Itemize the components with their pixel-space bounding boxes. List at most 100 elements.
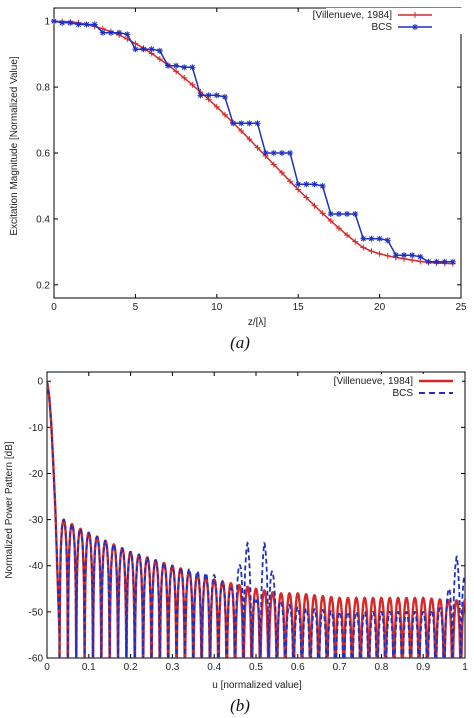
chart-a-marker-stroke <box>434 259 440 265</box>
chart-a-point-bcs <box>335 210 342 217</box>
chart-a-marker-stroke <box>328 211 334 217</box>
chart-b-xtick-label: 0.3 <box>165 662 179 673</box>
chart-a-marker-stroke <box>222 94 228 100</box>
chart-b-ytick-label: -60 <box>29 654 44 665</box>
chart-a-marker-stroke <box>368 236 375 242</box>
chart-a-point-bcs <box>449 258 456 265</box>
chart-a-marker-stroke <box>311 181 318 187</box>
chart-a-point-villenueve <box>384 252 391 259</box>
chart-a-point-bcs <box>124 31 131 38</box>
chart-a-xtick-label: 10 <box>211 302 223 313</box>
chart-a-marker-stroke <box>360 236 366 242</box>
chart-a-point-villenueve <box>327 217 334 224</box>
chart-a-marker-stroke <box>157 48 163 54</box>
chart-a-point-bcs <box>148 46 155 53</box>
chart-a-xlabel: z/[λ] <box>248 317 267 328</box>
chart-a-ytick-label: 0.6 <box>36 149 50 160</box>
chart-a-point-bcs <box>352 210 359 217</box>
chart-a-point-bcs <box>441 258 448 265</box>
chart-b-xtick-label: 0.4 <box>207 662 221 673</box>
chart-a-point-villenueve <box>278 169 285 176</box>
chart-a-point-bcs <box>270 150 277 156</box>
chart-a-point-bcs <box>311 181 318 188</box>
chart-b-tick-labels: 0 0.1 0.2 0.3 0.4 0.5 0.6 0.7 0.8 0.9 1 -60 -50 -40 -3… <box>29 377 469 673</box>
chart-a-point-bcs <box>83 21 90 28</box>
chart-a-marker-stroke <box>197 92 204 98</box>
chart-a-marker-stroke <box>279 150 285 156</box>
chart-b-xtick-label: 0.7 <box>333 662 347 673</box>
chart-a-point-villenueve <box>132 40 139 47</box>
chart-a-marker-stroke <box>165 63 171 69</box>
chart-a-point-bcs <box>99 29 106 36</box>
chart-b-xtick-label: 0.6 <box>291 662 305 673</box>
chart-a-xtick-label: 20 <box>374 302 386 313</box>
chart-a-point-bcs <box>327 210 334 217</box>
chart-b-xtick-label: 0.5 <box>249 662 263 673</box>
chart-a-point-bcs <box>238 120 245 127</box>
chart-a-marker-stroke <box>287 150 293 156</box>
chart-a-marker-stroke <box>238 120 244 126</box>
chart-a-marker-stroke <box>409 252 415 258</box>
chart-a-point-villenueve <box>238 127 245 134</box>
chart-b-series <box>47 381 465 658</box>
chart-a-xtick-label: 5 <box>133 302 139 313</box>
chart-a-point-bcs <box>213 92 220 99</box>
chart-a-marker-stroke <box>271 150 277 156</box>
chart-a-point-villenueve <box>287 178 294 185</box>
chart-a-point-bcs <box>197 92 204 99</box>
chart-a-point-bcs <box>107 29 114 36</box>
chart-b-xtick-label: 0.1 <box>82 662 96 673</box>
chart-a-xtick-label: 15 <box>293 302 305 313</box>
chart-a-point-bcs <box>360 235 367 242</box>
chart-b-ylabel: Normalized Power Pattern [dB] <box>4 441 15 579</box>
chart-b-xtick-label: 1 <box>462 662 468 673</box>
chart-a-marker-stroke <box>84 21 90 28</box>
chart-a-marker-stroke <box>149 46 155 52</box>
chart-a-point-bcs <box>67 19 74 26</box>
chart-a-point-bcs <box>262 150 269 156</box>
chart-b-frame <box>46 371 466 659</box>
chart-a-marker-stroke <box>320 183 326 189</box>
chart-b-xtick-label: 0.2 <box>124 662 138 673</box>
chart-a-point-villenueve <box>189 81 196 88</box>
chart-a-point-bcs <box>401 252 408 259</box>
chart-a-point-bcs <box>254 120 261 127</box>
chart-a-point-villenueve <box>319 210 326 217</box>
chart-a-ytick-label: 1 <box>44 17 50 28</box>
chart-a-marker-stroke <box>230 120 236 126</box>
chart-a-marker-stroke <box>100 30 106 36</box>
chart-a-marker-stroke <box>246 120 252 126</box>
chart-a-ytick-label: 0.4 <box>36 214 50 225</box>
chart-a-marker-stroke <box>295 181 301 187</box>
chart-a-legend-label-villenueve: [Villenueve, 1984] <box>313 10 393 21</box>
chart-a-point-bcs <box>75 21 82 28</box>
chart-a-point-bcs <box>181 64 188 71</box>
chart-a-point-bcs <box>303 181 310 188</box>
chart-a-point-bcs <box>156 47 163 54</box>
chart-a-point-villenueve <box>181 74 188 81</box>
chart-b-ytick-label: 0 <box>37 377 43 388</box>
chart-a-marker-stroke <box>417 254 423 260</box>
chart-a-point-villenueve <box>303 194 310 201</box>
chart-a-point-bcs <box>205 92 212 99</box>
chart-a-marker-stroke <box>385 237 391 243</box>
chart-a-ylabel: Excitation Magnitude [Normalized Value] <box>9 56 20 236</box>
chart-a-point-bcs <box>376 235 383 242</box>
chart-a-legend: [Villenueve, 1984] BCS <box>313 8 462 34</box>
chart-a-point-villenueve <box>376 250 383 257</box>
chart-a-tick-labels: 0 5 10 15 20 25 0.2 0.4 0.6 0.8 1 <box>36 17 467 313</box>
chart-b-legend-box <box>326 374 462 400</box>
chart-a-point-villenueve <box>360 244 367 251</box>
chart-a-point-bcs <box>417 253 424 260</box>
chart-a-marker-stroke <box>189 64 195 70</box>
chart-a-point-bcs <box>425 258 432 265</box>
chart-a-ytick-label: 0.2 <box>36 280 50 291</box>
chart-a-legend-box <box>326 8 462 34</box>
chart-b-ytick-label: -20 <box>29 469 44 480</box>
chart-a-marker-stroke <box>377 236 383 242</box>
chart-a-point-bcs <box>433 258 440 265</box>
chart-a-point-bcs <box>173 62 180 69</box>
chart-a-caption: (a) <box>230 333 250 352</box>
chart-a-point-bcs <box>278 150 285 156</box>
